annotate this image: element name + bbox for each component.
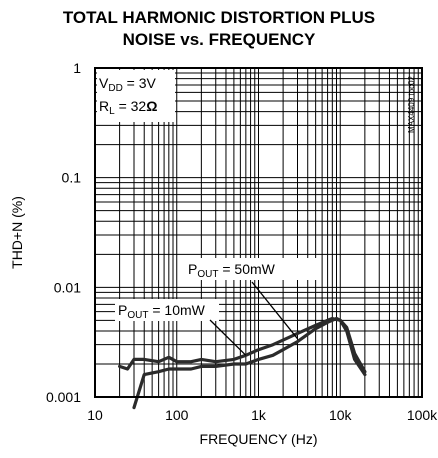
grid (94, 68, 422, 398)
x-tick-label: 1k (251, 407, 267, 423)
y-axis-label: THD+N (%) (9, 196, 25, 269)
svg-text:POUT = 50mW: POUT = 50mW (188, 261, 276, 280)
chart-title-line-1: TOTAL HARMONIC DISTORTION PLUS (62, 8, 376, 27)
svg-text:POUT = 10mW: POUT = 10mW (118, 302, 206, 321)
conditions-box: VDD = 3V RL = 32Ω (97, 70, 175, 122)
y-tick-label: 0.1 (62, 170, 82, 186)
series-layer (117, 316, 367, 410)
chart-title-line-2: NOISE vs. FREQUENCY (122, 30, 316, 49)
series-label-10mw: POUT = 10mW (115, 299, 247, 356)
x-axis-label: FREQUENCY (Hz) (200, 431, 318, 447)
y-tick-label: 0.01 (54, 279, 81, 295)
x-tick-label: 10k (329, 407, 353, 423)
x-tick-label: 10 (87, 407, 103, 423)
leader-line-10mw (209, 319, 247, 356)
series-line-50mw (132, 316, 367, 410)
y-tick-label: 1 (73, 60, 81, 76)
y-tick-label: 0.001 (46, 389, 81, 405)
side-note: MAX4409 toc02 (407, 75, 416, 132)
rl-condition: RL = 32Ω (99, 98, 157, 117)
series-line-10mw (117, 316, 367, 377)
x-tick-label: 100 (165, 407, 189, 423)
plot-frame (94, 67, 423, 398)
tick-labels: 10 100 1k 10k 100k 1 0.1 0.01 0.001 (46, 60, 438, 423)
leader-line-50mw (251, 281, 299, 340)
x-tick-label: 100k (407, 407, 438, 423)
series-label-50mw: POUT = 50mW (185, 258, 319, 340)
vdd-condition: VDD = 3V (99, 75, 157, 94)
